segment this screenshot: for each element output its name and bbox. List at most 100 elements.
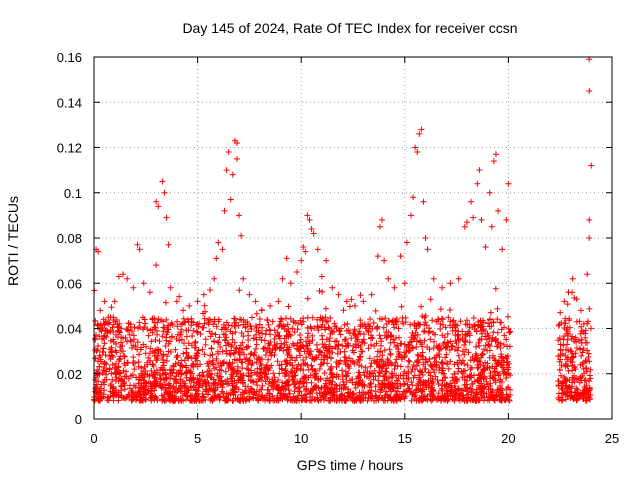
- band-point: [403, 344, 410, 351]
- data-point: [486, 189, 493, 196]
- data-point: [304, 212, 311, 219]
- band-point: [341, 354, 348, 361]
- band-point: [364, 368, 371, 375]
- band-point: [563, 346, 570, 353]
- band-point: [503, 371, 510, 378]
- data-point: [306, 216, 313, 223]
- band-point: [368, 369, 375, 376]
- band-point: [152, 347, 159, 354]
- band-point: [188, 377, 195, 384]
- x-tick-label: 15: [398, 431, 412, 446]
- band-point: [238, 330, 245, 337]
- band-point: [559, 390, 566, 397]
- band-point: [193, 386, 200, 393]
- band-point: [308, 362, 315, 369]
- data-point: [584, 271, 591, 278]
- band-point: [296, 378, 303, 385]
- band-point: [245, 366, 252, 373]
- band-point: [152, 336, 159, 343]
- band-point: [199, 391, 206, 398]
- band-point: [178, 382, 185, 389]
- data-point: [408, 212, 415, 219]
- band-point: [565, 367, 572, 374]
- band-point: [133, 374, 140, 381]
- band-point: [312, 373, 319, 380]
- band-point: [284, 378, 291, 385]
- band-point: [586, 372, 593, 379]
- band-point: [348, 296, 355, 303]
- band-point: [300, 383, 307, 390]
- band-point: [126, 331, 133, 338]
- band-point: [110, 329, 117, 336]
- band-point: [188, 397, 195, 404]
- band-point: [383, 376, 390, 383]
- band-point: [95, 378, 102, 385]
- band-point: [101, 298, 108, 305]
- band-point: [388, 361, 395, 368]
- band-point: [222, 331, 229, 338]
- band-point: [135, 325, 142, 332]
- band-point: [278, 316, 285, 323]
- band-point: [582, 365, 589, 372]
- band-point: [421, 337, 428, 344]
- band-point: [136, 384, 143, 391]
- band-point: [556, 358, 563, 365]
- band-point: [116, 375, 123, 382]
- band-point: [561, 325, 568, 332]
- band-point: [110, 321, 117, 328]
- band-point: [94, 343, 101, 350]
- band-point: [478, 388, 485, 395]
- band-point: [277, 390, 284, 397]
- data-point: [130, 284, 137, 291]
- band-point: [441, 334, 448, 341]
- band-point: [229, 360, 236, 367]
- band-point: [378, 367, 385, 374]
- band-point: [102, 371, 109, 378]
- data-point: [381, 257, 388, 264]
- band-point: [492, 285, 499, 292]
- band-point: [384, 391, 391, 398]
- band-point: [410, 362, 417, 369]
- y-tick-label: 0.14: [57, 95, 82, 110]
- band-point: [396, 351, 403, 358]
- band-point: [367, 380, 374, 387]
- band-point: [117, 343, 124, 350]
- band-point: [440, 341, 447, 348]
- band-point: [337, 331, 344, 338]
- band-point: [152, 378, 159, 385]
- data-point: [391, 284, 398, 291]
- band-point: [166, 366, 173, 373]
- band-point: [414, 358, 421, 365]
- band-point: [98, 394, 105, 401]
- band-point: [259, 382, 266, 389]
- band-point: [108, 370, 115, 377]
- band-point: [194, 375, 201, 382]
- band-point: [239, 339, 246, 346]
- band-point: [256, 315, 263, 322]
- band-point: [435, 390, 442, 397]
- band-point: [422, 319, 429, 326]
- band-point: [209, 351, 216, 358]
- band-point: [491, 368, 498, 375]
- band-point: [263, 392, 270, 399]
- band-point: [346, 303, 353, 310]
- band-point: [454, 359, 461, 366]
- band-point: [170, 362, 177, 369]
- band-point: [321, 341, 328, 348]
- data-point: [101, 320, 108, 327]
- band-point: [462, 332, 469, 339]
- band-point: [504, 352, 511, 359]
- band-point: [442, 354, 449, 361]
- band-point: [235, 397, 242, 404]
- band-point: [327, 330, 334, 337]
- band-point: [367, 316, 374, 323]
- band-point: [291, 329, 298, 336]
- band-point: [449, 318, 456, 325]
- band-point: [564, 393, 571, 400]
- band-point: [190, 383, 197, 390]
- band-point: [413, 338, 420, 345]
- band-point: [141, 390, 148, 397]
- data-point: [397, 253, 404, 260]
- band-point: [578, 328, 585, 335]
- band-point: [377, 389, 384, 396]
